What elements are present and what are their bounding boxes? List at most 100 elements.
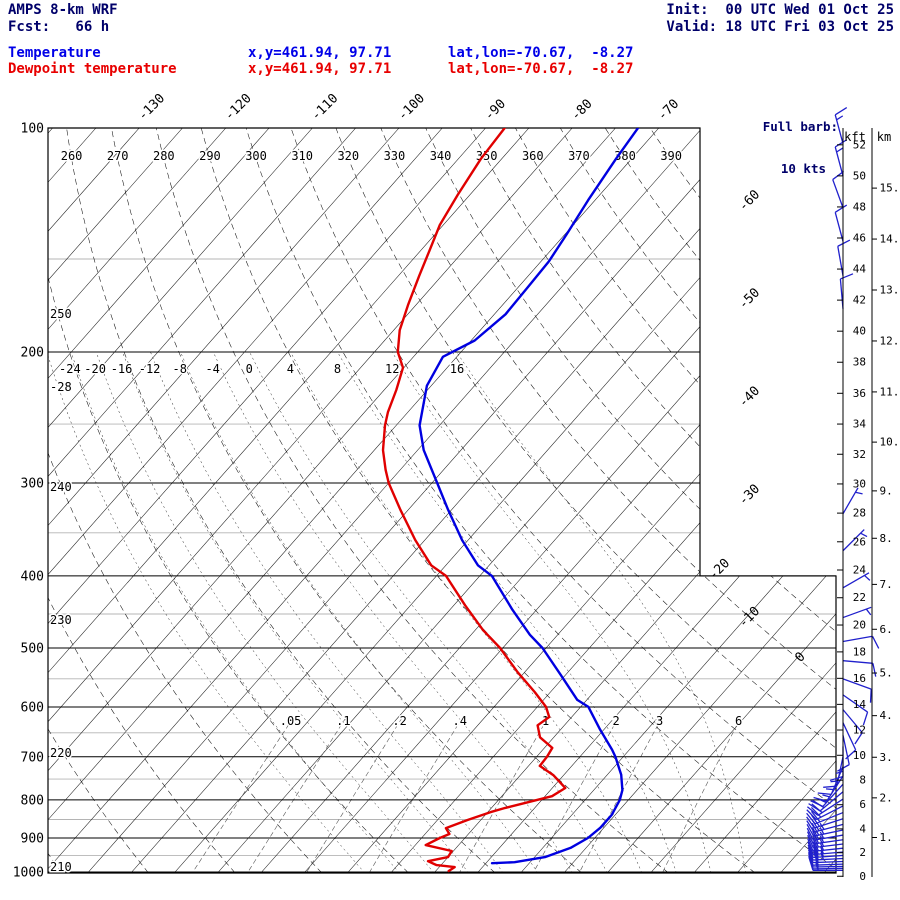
pressure-gridlines-minor	[48, 258, 836, 856]
svg-text:-20: -20	[84, 362, 106, 376]
svg-text:-16: -16	[111, 362, 133, 376]
svg-text:500: 500	[21, 642, 44, 657]
svg-text:250: 250	[50, 307, 72, 321]
svg-text:12: 12	[853, 724, 866, 737]
svg-text:16: 16	[853, 672, 866, 685]
svg-text:-4: -4	[205, 362, 219, 376]
svg-text:.2: .2	[392, 714, 406, 728]
svg-text:9.: 9.	[880, 484, 893, 497]
svg-text:100: 100	[21, 122, 44, 137]
svg-text:42: 42	[853, 294, 866, 307]
svg-text:2.: 2.	[880, 791, 893, 804]
sounding-curves	[381, 128, 640, 873]
pressure-gridlines-major	[48, 127, 836, 873]
height-axis: kft km02468101214161820222426283032343638…	[837, 128, 899, 883]
svg-text:230: 230	[50, 613, 72, 627]
svg-text:11.: 11.	[880, 385, 900, 398]
svg-text:52: 52	[853, 138, 866, 151]
init-time: Init: 00 UTC Wed 01 Oct 25	[666, 2, 894, 18]
svg-text:700: 700	[21, 750, 44, 765]
plot-border	[47, 127, 837, 874]
wind-barbs	[806, 107, 880, 872]
svg-text:-130: -130	[135, 91, 168, 124]
svg-text:320: 320	[337, 149, 359, 163]
svg-text:13.: 13.	[880, 284, 900, 297]
skewt-background-lines	[48, 128, 836, 873]
svg-text:44: 44	[853, 263, 867, 276]
svg-text:800: 800	[21, 793, 44, 808]
svg-text:4.: 4.	[880, 709, 893, 722]
svg-text:-90: -90	[482, 97, 509, 124]
valid-time: Valid: 18 UTC Fri 03 Oct 25	[666, 19, 894, 35]
svg-text:200: 200	[21, 345, 44, 360]
svg-text:7.: 7.	[880, 578, 893, 591]
svg-text:-60: -60	[736, 187, 763, 214]
svg-text:-50: -50	[736, 285, 763, 312]
svg-text:14.: 14.	[880, 233, 900, 246]
svg-text:30: 30	[853, 477, 866, 490]
svg-text:1000: 1000	[13, 866, 44, 881]
temperature-legend-label: Temperature	[8, 45, 101, 61]
svg-text:340: 340	[430, 149, 452, 163]
svg-text:4: 4	[287, 362, 294, 376]
svg-text:10.: 10.	[880, 436, 900, 449]
svg-text:-100: -100	[395, 91, 428, 124]
svg-text:-120: -120	[222, 91, 255, 124]
svg-text:8: 8	[859, 774, 866, 787]
svg-text:220: 220	[50, 746, 72, 760]
svg-text:38: 38	[853, 356, 866, 369]
svg-text:8: 8	[334, 362, 341, 376]
svg-text:270: 270	[107, 149, 129, 163]
svg-text:26: 26	[853, 535, 866, 548]
svg-text:50: 50	[853, 169, 866, 182]
dewpoint-legend-label: Dewpoint temperature	[8, 61, 177, 77]
barb-legend-line1: Full barb:	[762, 119, 838, 134]
svg-text:3.: 3.	[880, 751, 893, 764]
svg-text:0: 0	[859, 870, 866, 883]
svg-text:12: 12	[385, 362, 399, 376]
svg-text:2: 2	[859, 846, 866, 859]
svg-text:370: 370	[568, 149, 590, 163]
svg-text:210: 210	[50, 860, 72, 874]
svg-text:3: 3	[656, 714, 663, 728]
svg-text:32: 32	[853, 448, 866, 461]
svg-text:10: 10	[853, 749, 866, 762]
svg-text:-20: -20	[706, 556, 733, 583]
svg-text:-28: -28	[50, 380, 72, 394]
svg-text:400: 400	[21, 569, 44, 584]
svg-text:2: 2	[612, 714, 619, 728]
svg-text:360: 360	[522, 149, 544, 163]
svg-text:0: 0	[792, 649, 808, 665]
temperature-xy: x,y=461.94, 97.71	[248, 45, 392, 61]
dewpoint-latlon: lat,lon=-70.67, -8.27	[448, 61, 634, 77]
model-title: AMPS 8-km WRF	[8, 2, 118, 18]
barb-legend: Full barb: 10 kts	[763, 92, 838, 204]
svg-text:-24: -24	[59, 362, 81, 376]
svg-text:300: 300	[21, 476, 44, 491]
svg-text:.1: .1	[336, 714, 350, 728]
dewpoint-xy: x,y=461.94, 97.71	[248, 61, 392, 77]
svg-text:-40: -40	[736, 384, 763, 411]
svg-text:5.: 5.	[880, 667, 893, 680]
svg-text:330: 330	[384, 149, 406, 163]
svg-text:1.: 1.	[880, 831, 893, 844]
temperature-curve	[418, 128, 640, 865]
svg-text:260: 260	[61, 149, 83, 163]
svg-text:310: 310	[291, 149, 313, 163]
svg-text:34: 34	[853, 418, 867, 431]
svg-text:46: 46	[853, 231, 866, 244]
svg-text:22: 22	[853, 591, 866, 604]
svg-text:300: 300	[245, 149, 267, 163]
temperature-latlon: lat,lon=-70.67, -8.27	[448, 45, 634, 61]
svg-text:-70: -70	[655, 97, 682, 124]
forecast-hour: Fcst: 66 h	[8, 19, 110, 35]
svg-text:6: 6	[735, 714, 742, 728]
svg-text:-12: -12	[139, 362, 161, 376]
svg-text:280: 280	[153, 149, 175, 163]
svg-text:kft: kft	[844, 130, 866, 144]
svg-text:390: 390	[660, 149, 682, 163]
svg-text:36: 36	[853, 387, 866, 400]
svg-text:km: km	[877, 130, 891, 144]
